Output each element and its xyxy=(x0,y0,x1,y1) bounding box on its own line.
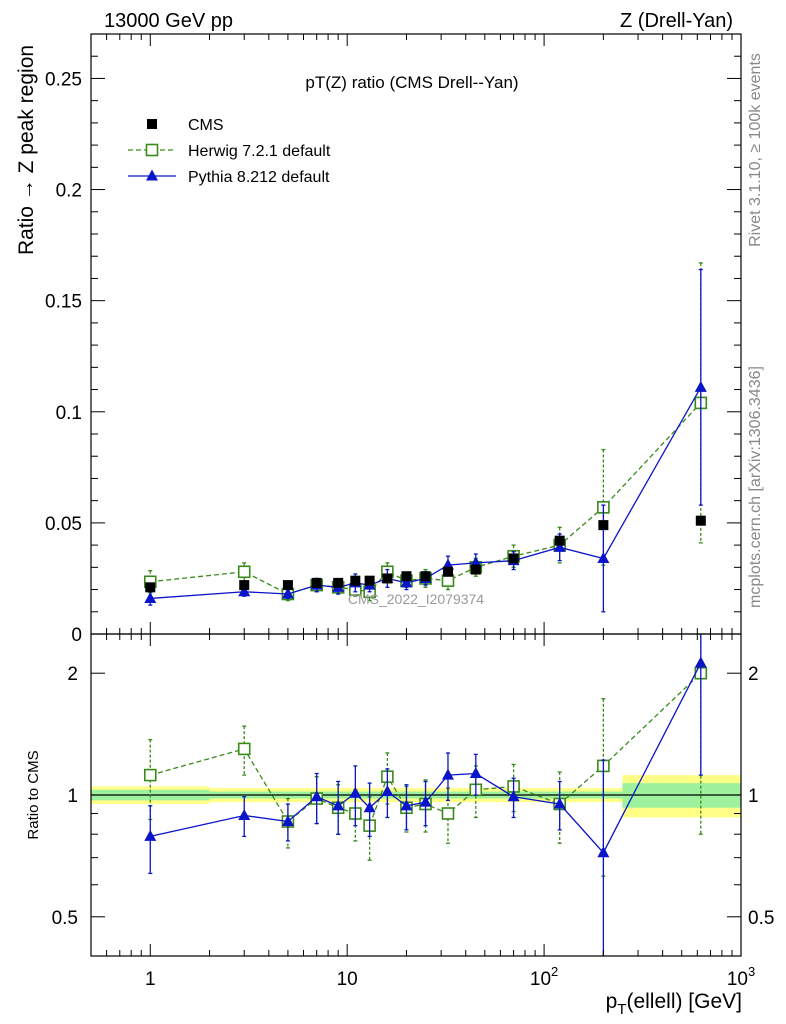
ratio-pythia-8-212-default-point xyxy=(419,795,432,807)
main-pythia-8-212-default-line xyxy=(150,387,702,600)
main-panel-series xyxy=(143,262,708,613)
legend-label: Pythia 8.212 default xyxy=(188,169,330,186)
axes: 1 10 102 103 0 0.05 0.1 0.15 0.2 0.25 0.5 0.5 1 1 2 2 xyxy=(45,33,774,990)
ratio-pythia-8-212-default-point xyxy=(363,801,376,813)
ratio-pythia-8-212-default-point xyxy=(469,767,482,779)
ratio-pythia-8-212-default-point xyxy=(281,815,294,827)
chart-title: pT(Z) ratio (CMS Drell--Yan) xyxy=(305,73,518,92)
main-cms-point xyxy=(554,535,565,546)
legend-marker xyxy=(145,143,159,157)
ratio-herwig-7-2-1-default-line xyxy=(150,672,702,827)
ratio-pythia-8-212-default-point xyxy=(597,846,610,858)
main-pythia-8-212-default-point xyxy=(144,591,157,603)
main-pythia-8-212-default-point xyxy=(281,587,294,599)
main-cms-point xyxy=(470,564,481,575)
ratio-pythia-8-212-default-point xyxy=(144,829,157,841)
ratio-herwig-7-2-1-default-point xyxy=(143,768,157,782)
main-pythia-8-212-default-point xyxy=(597,551,610,563)
ratio-reference-band xyxy=(91,775,741,818)
main-pythia-8-212-default-point xyxy=(694,380,707,392)
main-cms-point xyxy=(364,575,375,586)
ratio-pythia-8-212-default-point xyxy=(332,799,345,811)
main-herwig-7-2-1-default-point xyxy=(237,565,251,579)
main-cms-point xyxy=(311,577,322,588)
main-cms-point xyxy=(442,566,453,577)
ratio-pythia-8-212-default-point xyxy=(349,786,362,798)
main-y-tick-label: 0.1 xyxy=(56,403,82,424)
ratio-pythia-8-212-default-point xyxy=(381,785,394,797)
x-tick-label: 103 xyxy=(727,964,755,990)
main-cms-point xyxy=(598,520,609,531)
legend-marker xyxy=(146,169,158,181)
ratio-pythia-8-212-default-point xyxy=(553,797,566,809)
main-cms-point xyxy=(420,571,431,582)
source-label: mcplots.cern.ch [arXiv:1306.3436] xyxy=(747,366,764,608)
main-y-tick-label: 0.05 xyxy=(45,514,82,535)
x-tick-label: 1 xyxy=(145,969,156,990)
main-pythia-8-212-default-point xyxy=(400,576,413,588)
legend-marker xyxy=(147,119,157,129)
main-cms-point xyxy=(239,580,250,591)
ratio-pythia-8-212-default-point xyxy=(441,768,454,780)
rivet-version-label: Rivet 3.1.10, ≥ 100k events xyxy=(747,53,764,247)
legend-label: Herwig 7.2.1 default xyxy=(188,143,331,160)
main-y-tick-label: 0.2 xyxy=(56,181,82,202)
ratio-pythia-8-212-default-point xyxy=(310,790,323,802)
ratio-y-tick-label-left: 0.5 xyxy=(52,908,78,929)
header-left-label: 13000 GeV pp xyxy=(104,10,233,32)
main-cms-point xyxy=(508,553,519,564)
main-cms-point xyxy=(401,571,412,582)
ratio-y-tick-label-right: 2 xyxy=(748,664,759,685)
ratio-y-tick-label-left: 2 xyxy=(67,664,78,685)
main-pythia-8-212-default-point xyxy=(553,540,566,552)
x-tick-label: 102 xyxy=(530,964,558,990)
main-herwig-7-2-1-default-line xyxy=(150,402,702,595)
ratio-y-tick-label-right: 0.5 xyxy=(748,908,774,929)
ratio-pythia-8-212-default-point xyxy=(238,808,251,820)
x-axis-label: pT(ellell) [GeV] xyxy=(606,990,742,1018)
ratio-herwig-7-2-1-default-point xyxy=(441,807,455,820)
main-y-tick-label: 0 xyxy=(71,625,82,646)
ratio-y-tick-label-right: 1 xyxy=(748,786,759,807)
main-cms-point xyxy=(382,573,393,584)
main-cms-point xyxy=(282,580,293,591)
main-cms-point xyxy=(145,582,156,593)
main-cms-point xyxy=(695,515,706,526)
main-pythia-8-212-default-point xyxy=(238,585,251,597)
analysis-watermark: CMS_2022_I2079374 xyxy=(348,591,484,607)
ratio-pythia-8-212-default-point xyxy=(507,790,520,802)
ratio-panel-series xyxy=(143,634,708,956)
main-cms-point xyxy=(333,577,344,588)
ratio-herwig-7-2-1-default-point xyxy=(237,742,251,756)
main-y-tick-label: 0.15 xyxy=(45,292,82,313)
x-tick-label: 10 xyxy=(337,969,358,990)
legend-label: CMS xyxy=(188,117,224,134)
legend: CMS Herwig 7.2.1 default Pythia 8.212 defa… xyxy=(128,117,331,186)
ratio-y-axis-label: Ratio to CMS xyxy=(25,750,42,839)
ratio-pythia-8-212-default-line xyxy=(150,662,702,854)
header-right-label: Z (Drell-Yan) xyxy=(620,10,733,32)
main-cms-point xyxy=(350,575,361,586)
ratio-y-tick-label-left: 1 xyxy=(67,786,78,807)
ratio-pythia-8-212-default-point xyxy=(694,656,707,668)
ratio-pythia-8-212-default-point xyxy=(400,799,413,811)
main-y-axis-label: Ratio → Z peak region xyxy=(15,45,38,255)
main-herwig-7-2-1-default-point xyxy=(441,574,455,587)
main-y-tick-label: 0.25 xyxy=(45,69,82,90)
